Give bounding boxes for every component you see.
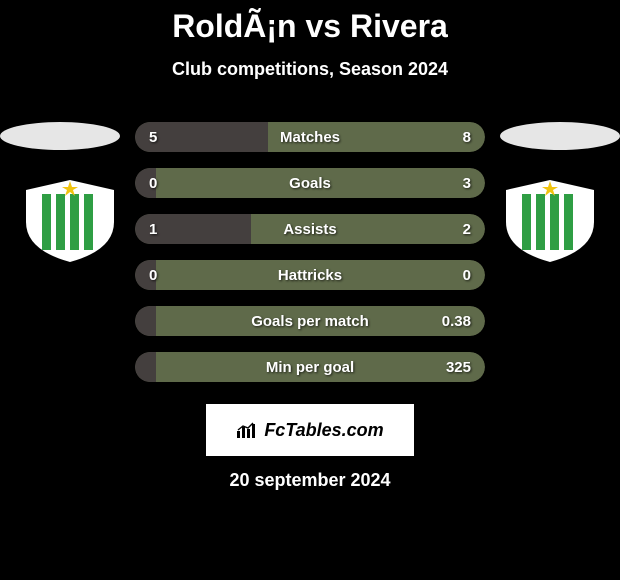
stat-row: Goals per match 0.38 [135, 306, 485, 336]
stat-right-value: 0 [463, 267, 471, 284]
shield-icon [20, 178, 120, 264]
brand-box: FcTables.com [206, 404, 414, 456]
stat-row: 0 Goals 3 [135, 168, 485, 198]
stats-container: 5 Matches 8 0 Goals 3 1 Assists 2 0 Hattricks 0 Goal… [135, 122, 485, 382]
stat-label: Assists [283, 221, 336, 238]
page-title: RoldÃ¡n vs Rivera [0, 8, 620, 45]
stat-row: Min per goal 325 [135, 352, 485, 382]
date-line: 20 september 2024 [0, 470, 620, 491]
chart-icon [236, 421, 258, 439]
stat-label: Min per goal [266, 359, 354, 376]
stat-row-content: 1 Assists 2 [135, 214, 485, 244]
stat-right-value: 8 [463, 129, 471, 146]
stat-label: Goals [289, 175, 331, 192]
stat-right-value: 0.38 [442, 313, 471, 330]
stat-left-value: 0 [149, 175, 157, 192]
stat-label: Goals per match [251, 313, 369, 330]
subtitle: Club competitions, Season 2024 [0, 59, 620, 80]
stat-right-value: 3 [463, 175, 471, 192]
stat-row: 5 Matches 8 [135, 122, 485, 152]
stat-left-value: 5 [149, 129, 157, 146]
brand-text: FcTables.com [264, 420, 383, 441]
stat-row: 0 Hattricks 0 [135, 260, 485, 290]
stat-label: Matches [280, 129, 340, 146]
club-badge-left [20, 178, 120, 264]
stat-left-value: 0 [149, 267, 157, 284]
stat-row-content: Min per goal 325 [135, 352, 485, 382]
stat-right-value: 325 [446, 359, 471, 376]
stat-row: 1 Assists 2 [135, 214, 485, 244]
stat-right-value: 2 [463, 221, 471, 238]
stat-label: Hattricks [278, 267, 342, 284]
club-badge-right [500, 178, 600, 264]
player-left-avatar-placeholder [0, 122, 120, 150]
stat-row-content: 0 Hattricks 0 [135, 260, 485, 290]
stat-row-content: Goals per match 0.38 [135, 306, 485, 336]
shield-icon [500, 178, 600, 264]
stat-left-value: 1 [149, 221, 157, 238]
stat-row-content: 0 Goals 3 [135, 168, 485, 198]
stat-row-content: 5 Matches 8 [135, 122, 485, 152]
player-right-avatar-placeholder [500, 122, 620, 150]
